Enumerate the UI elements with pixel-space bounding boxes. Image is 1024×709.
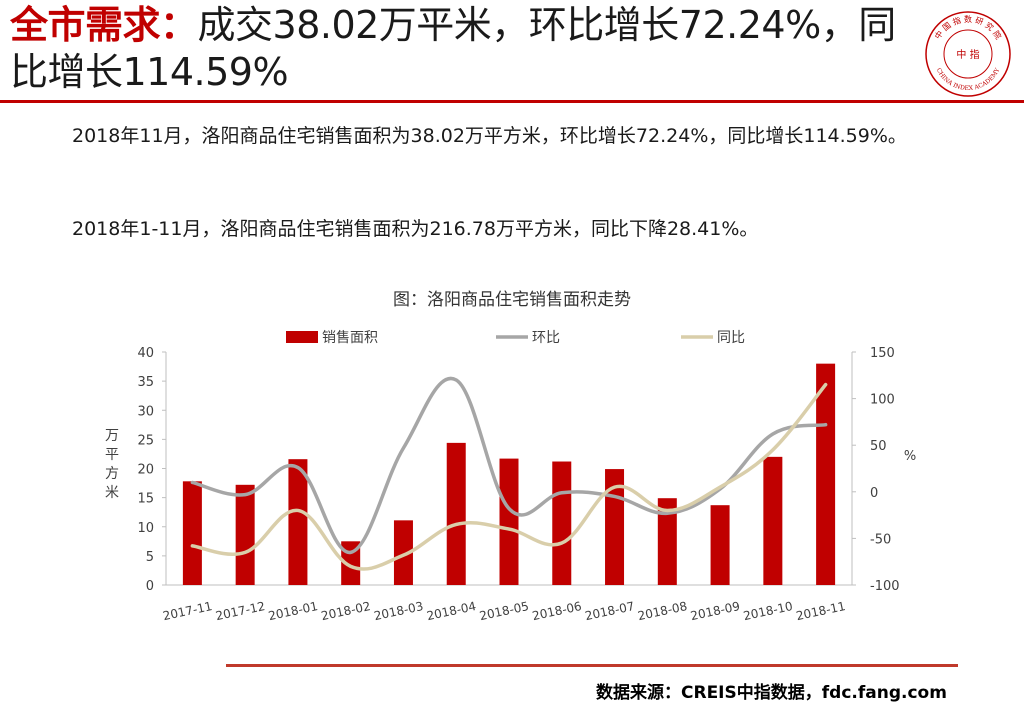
point-同比-2017-12 <box>243 550 247 554</box>
x-tick-label: 2018-10 <box>742 599 794 623</box>
y2-tick-label: 50 <box>870 439 887 454</box>
y-tick-label: 0 <box>146 579 154 594</box>
y-tick-label: 25 <box>137 433 154 448</box>
point-环比-2017-12 <box>243 493 247 497</box>
page-title: 全市需求：成交38.02万平米，环比增长72.24%，同比增长114.59% <box>10 2 910 96</box>
x-tick-label: 2018-09 <box>689 599 741 623</box>
bar-2018-06 <box>552 461 572 585</box>
x-tick-label: 2018-07 <box>584 599 636 623</box>
point-环比-2018-08 <box>665 511 669 515</box>
point-环比-2018-04 <box>454 378 458 382</box>
bar-2018-09 <box>710 505 730 585</box>
y2-axis-label: % <box>904 449 916 464</box>
point-同比-2018-04 <box>454 522 458 526</box>
point-同比-2018-11 <box>824 383 828 387</box>
point-同比-2018-07 <box>613 485 617 489</box>
title-keyword: 全市需求： <box>10 3 198 47</box>
point-环比-2017-11 <box>190 480 194 484</box>
point-环比-2018-06 <box>560 491 564 495</box>
y-tick-label: 10 <box>137 521 154 536</box>
svg-text:中 指: 中 指 <box>956 48 979 61</box>
x-tick-label: 2017-12 <box>214 599 266 623</box>
y-tick-label: 40 <box>137 346 154 361</box>
bar-2018-11 <box>816 363 836 585</box>
x-tick-label: 2018-11 <box>795 599 847 623</box>
legend-label-环比: 环比 <box>532 330 560 346</box>
x-tick-label: 2018-03 <box>373 599 425 623</box>
legend-swatch-销售面积 <box>286 331 318 343</box>
title-text: 成交38.02万平米，环比增长72.24%，同比增长114.59% <box>10 3 896 94</box>
line-环比 <box>190 376 828 555</box>
paragraph-monthly: 2018年11月，洛阳商品住宅销售面积为38.02万平方米，环比增长72.24%… <box>72 125 907 147</box>
china-index-academy-logo: 中 国 指 数 研 究 院 CHINA INDEX ACADEMY 中 指 <box>925 11 1011 97</box>
y-tick-label: 5 <box>146 550 154 565</box>
point-同比-2018-08 <box>665 508 669 512</box>
y-tick-label: 35 <box>137 375 154 390</box>
y-tick-label: 15 <box>137 492 154 507</box>
bar-2018-01 <box>288 459 308 585</box>
point-环比-2018-07 <box>613 494 617 498</box>
y2-tick-label: -50 <box>870 532 891 547</box>
x-tick-label: 2018-01 <box>267 599 319 623</box>
footer-divider <box>226 664 958 667</box>
svg-text:中 国 指 数 研 究 院: 中 国 指 数 研 究 院 <box>932 14 1003 41</box>
y2-tick-label: 150 <box>870 346 895 361</box>
bar-2018-10 <box>763 456 783 585</box>
title-divider <box>0 100 1024 103</box>
point-环比-2018-01 <box>296 466 300 470</box>
y2-tick-label: 100 <box>870 393 895 408</box>
data-source: 数据来源：CREIS中指数据，fdc.fang.com <box>596 683 947 703</box>
bar-2018-05 <box>499 458 519 585</box>
bar-2018-08 <box>657 498 677 585</box>
point-同比-2018-01 <box>296 508 300 512</box>
sales-area-chart: 图：洛阳商品住宅销售面积走势 0 5 10 15 20 25 30 35 40 -100 -50 0 50… <box>105 290 916 623</box>
y-axis-label: 平 <box>105 447 119 463</box>
bar-2017-12 <box>235 484 255 585</box>
paragraph-ytd: 2018年1-11月，洛阳商品住宅销售面积为216.78万平方米，同比下降28.… <box>72 218 759 240</box>
x-tick-label: 2017-11 <box>162 599 214 623</box>
point-同比-2017-11 <box>190 544 194 548</box>
y2-tick-label: 0 <box>870 486 878 501</box>
y-tick-label: 30 <box>137 404 154 419</box>
x-tick-label: 2018-06 <box>531 599 583 623</box>
point-环比-2018-05 <box>507 507 511 511</box>
point-环比-2018-03 <box>401 446 405 450</box>
point-同比-2018-09 <box>718 485 722 489</box>
point-环比-2018-11 <box>824 423 828 427</box>
legend-label-同比: 同比 <box>717 330 745 346</box>
point-同比-2018-02 <box>349 564 353 568</box>
point-环比-2018-10 <box>771 432 775 436</box>
y-axis-label: 米 <box>105 485 119 501</box>
point-同比-2018-03 <box>401 553 405 557</box>
bar-2018-03 <box>393 520 413 585</box>
y-axis-label: 方 <box>105 466 119 482</box>
x-tick-label: 2018-08 <box>636 599 688 623</box>
x-tick-label: 2018-02 <box>320 599 372 623</box>
y2-tick-label: -100 <box>870 579 900 594</box>
x-tick-label: 2018-04 <box>425 599 477 623</box>
point-同比-2018-10 <box>771 448 775 452</box>
y-axis-label: 万 <box>105 428 119 444</box>
point-环比-2018-02 <box>349 550 353 554</box>
bar-2018-04 <box>446 442 466 585</box>
chart-title: 图：洛阳商品住宅销售面积走势 <box>393 290 631 310</box>
point-同比-2018-05 <box>507 527 511 531</box>
x-tick-label: 2018-05 <box>478 599 530 623</box>
y-tick-label: 20 <box>137 463 154 478</box>
bar-2017-11 <box>182 481 202 585</box>
point-同比-2018-06 <box>560 541 564 545</box>
legend-label-销售面积: 销售面积 <box>322 330 378 346</box>
